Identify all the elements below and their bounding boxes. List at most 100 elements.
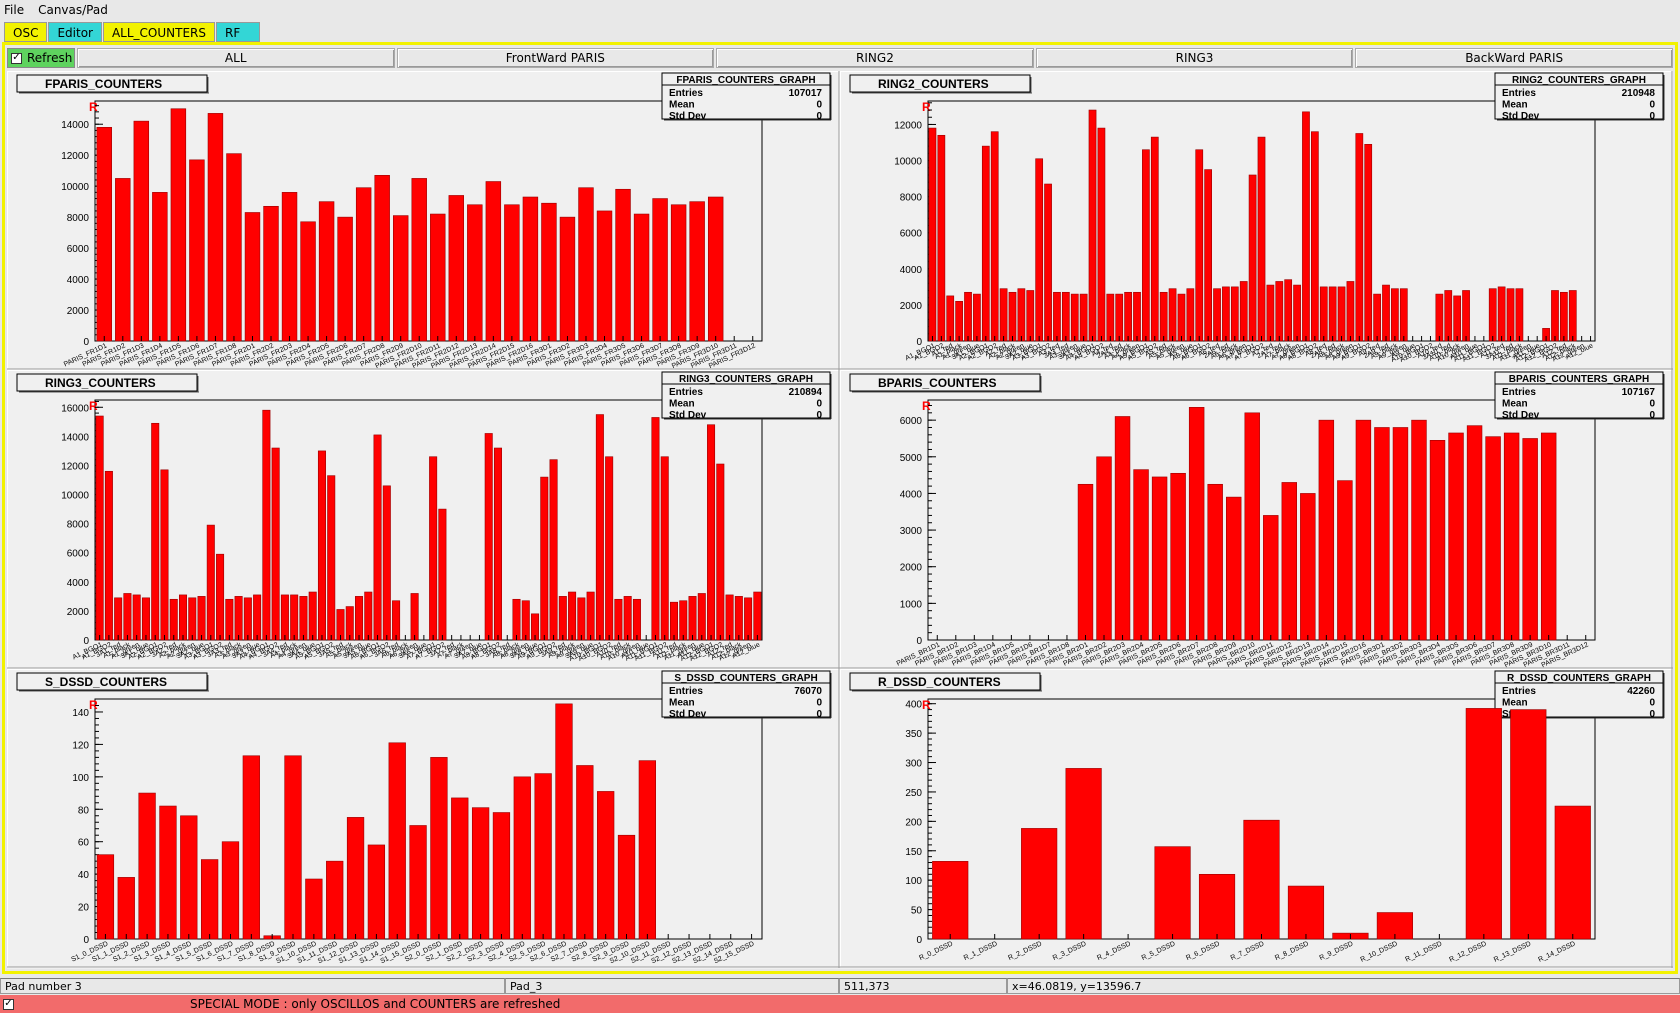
bar[interactable] [1065,768,1102,940]
bar[interactable] [1168,288,1177,342]
bar[interactable] [1318,419,1335,641]
bar[interactable] [1462,290,1470,342]
bar[interactable] [558,596,567,641]
bar[interactable] [364,591,373,641]
bar[interactable] [96,854,115,940]
bar[interactable] [651,417,660,641]
bar[interactable] [392,600,401,641]
bar[interactable] [697,593,706,641]
bar[interactable] [281,192,298,342]
bar[interactable] [96,127,112,342]
view-all-button[interactable]: ALL [76,48,395,68]
tab-all-counters[interactable]: ALL_COUNTERS [102,22,215,42]
bar[interactable] [1124,291,1132,342]
bar[interactable] [1257,136,1266,342]
bar[interactable] [1448,432,1464,641]
bar[interactable] [1177,293,1186,342]
bar[interactable] [290,594,299,641]
bar[interactable] [1222,286,1230,342]
bar[interactable] [753,591,762,641]
bar[interactable] [1275,281,1284,342]
bar[interactable] [115,178,131,342]
bar[interactable] [1207,483,1223,641]
bar[interactable] [578,187,594,342]
bar[interactable] [169,598,178,641]
bar[interactable] [201,859,219,940]
tab-rf[interactable]: RF [216,22,260,42]
bar[interactable] [1337,480,1353,641]
bar[interactable] [1248,174,1257,342]
bar[interactable] [206,524,215,641]
bar[interactable] [117,877,135,940]
bar[interactable] [337,216,353,342]
bar[interactable] [1300,493,1316,641]
bar[interactable] [932,861,969,940]
bar[interactable] [512,598,521,641]
bar[interactable] [133,120,150,342]
bar[interactable] [1021,828,1058,940]
bar[interactable] [586,591,595,641]
bar[interactable] [234,596,243,641]
bar[interactable] [1453,295,1462,342]
bar[interactable] [180,815,198,940]
histogram-canvas[interactable]: FPARIS_COUNTERS FPARIS_COUNTERS_GRAPH Entr… [7,71,1673,969]
bar[interactable] [1311,131,1319,342]
bar[interactable] [410,593,419,641]
special-mode-checkbox[interactable]: ✓ [3,998,14,1010]
bar[interactable] [1506,288,1515,342]
bar[interactable] [448,195,465,342]
bar[interactable] [1170,472,1186,641]
bar[interactable] [652,198,668,342]
bar[interactable] [1097,127,1106,342]
bar[interactable] [617,834,636,940]
bar[interactable] [534,773,552,940]
bar[interactable] [1373,293,1381,342]
bar[interactable] [504,204,520,342]
bar[interactable] [549,459,558,641]
bar[interactable] [493,447,502,641]
bar[interactable] [1515,288,1524,342]
bar[interactable] [964,291,972,342]
bar[interactable] [1510,709,1547,940]
bar[interactable] [1115,293,1124,342]
bar[interactable] [577,597,586,641]
menu-file[interactable]: File [4,3,25,17]
bar[interactable] [179,594,188,641]
bar[interactable] [638,760,656,940]
bar[interactable] [271,447,280,641]
bar[interactable] [132,594,141,641]
bar[interactable] [1522,438,1538,641]
bar[interactable] [141,597,150,641]
bar[interactable] [485,181,502,342]
menu-canvas-pad[interactable]: Canvas/Pad [38,3,108,17]
bar[interactable] [1551,290,1559,342]
bar[interactable] [1466,425,1483,641]
bar[interactable] [326,860,344,940]
bar[interactable] [1188,407,1205,641]
bar[interactable] [716,463,725,641]
tab-editor[interactable]: Editor [48,22,102,42]
bar[interactable] [1035,158,1044,342]
bar[interactable] [374,175,390,342]
bar[interactable] [595,414,604,641]
bar[interactable] [299,596,308,641]
bar[interactable] [262,409,271,641]
bar[interactable] [1355,419,1372,641]
view-frontward-paris-button[interactable]: FrontWard PARIS [396,48,715,68]
bar[interactable] [1293,284,1301,342]
bar[interactable] [1302,111,1310,342]
bar[interactable] [1239,281,1248,342]
bar[interactable] [484,433,493,641]
bar[interactable] [346,817,365,940]
bar[interactable] [1151,476,1168,641]
bar[interactable] [614,598,623,641]
bar[interactable] [492,812,511,940]
bar[interactable] [1266,284,1275,342]
bar[interactable] [151,422,160,641]
bar[interactable] [411,178,427,342]
bar[interactable] [707,424,716,641]
bar[interactable] [688,596,697,641]
bar[interactable] [1497,286,1506,342]
bar[interactable] [1560,291,1568,342]
bar[interactable] [555,703,573,940]
